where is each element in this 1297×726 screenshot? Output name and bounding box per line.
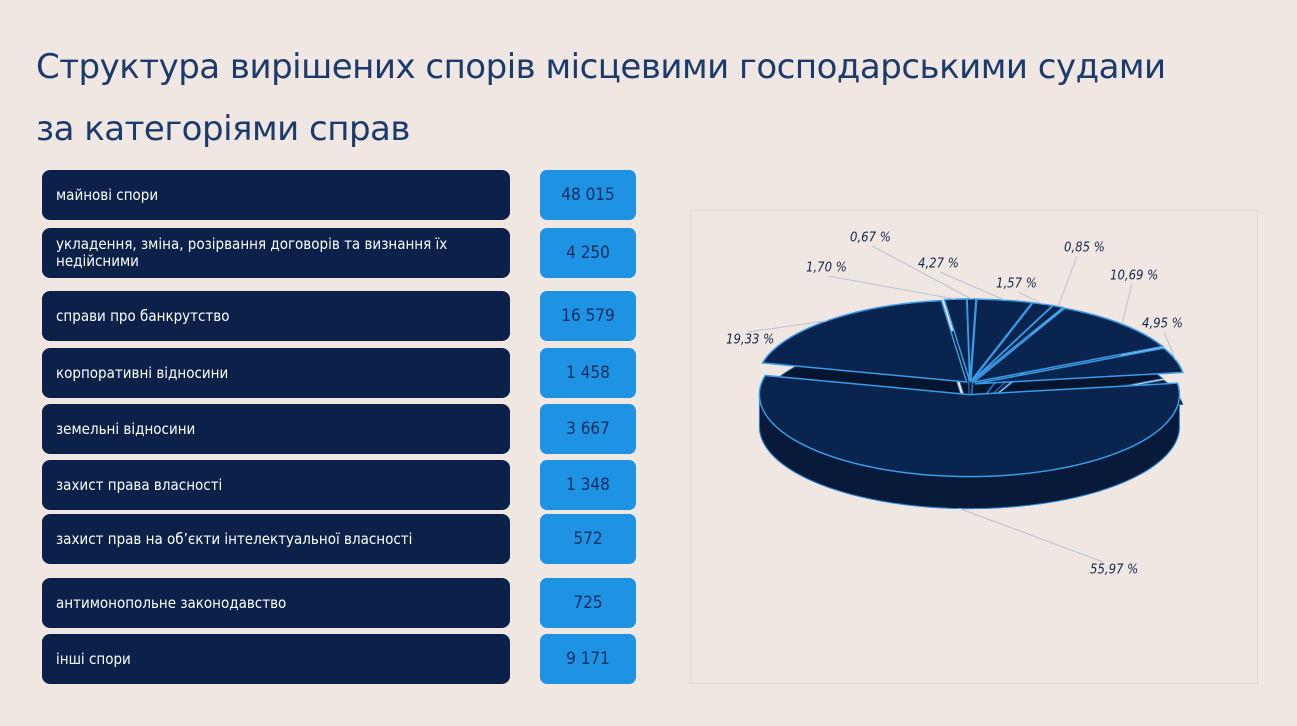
row-value: 9 171: [540, 634, 636, 684]
leader-line: [1163, 331, 1177, 361]
pie-label: 1,70 %: [806, 261, 847, 276]
row-value: 725: [540, 578, 636, 628]
leader-line: [747, 320, 828, 333]
row-value: 1 458: [540, 348, 636, 398]
row-value: 1 348: [540, 460, 636, 510]
table-row: укладення, зміна, розірвання договорів т…: [42, 228, 638, 278]
pie-label: 0,67 %: [850, 231, 891, 246]
pie-label: 19,33 %: [726, 333, 774, 348]
pie-label: 1,57 %: [996, 277, 1037, 292]
title: Структура вирішених спорів місцевими гос…: [36, 36, 1166, 160]
leader-line: [959, 508, 1104, 563]
row-value: 48 015: [540, 170, 636, 220]
row-label: земельні відносини: [42, 404, 510, 454]
leader-line: [871, 245, 972, 300]
row-label: інші спори: [42, 634, 510, 684]
leader-line: [1057, 255, 1078, 307]
row-value: 16 579: [540, 291, 636, 341]
row-label: захист права власності: [42, 460, 510, 510]
pie-slice: [969, 298, 1034, 384]
pie-slice: [971, 304, 1065, 382]
pie-slice: [974, 347, 1184, 385]
row-label: захист прав на об’єкти інтелектуальної в…: [42, 514, 510, 564]
row-label: майнові спори: [42, 170, 510, 220]
row-label: укладення, зміна, розірвання договорів т…: [42, 228, 510, 278]
table-row: майнові спори 48 015: [42, 170, 638, 220]
chart-panel: [690, 210, 1258, 684]
table-row: захист прав на об’єкти інтелектуальної в…: [42, 514, 638, 564]
table-row: антимонопольне законодавство 725: [42, 578, 638, 628]
leader-line: [1121, 283, 1133, 325]
pie-label: 4,27 %: [918, 257, 959, 272]
table-row: справи про банкрутство 16 579: [42, 291, 638, 341]
pie-label: 55,97 %: [1090, 563, 1138, 578]
leader-line: [1017, 291, 1044, 305]
row-label: справи про банкрутство: [42, 291, 510, 341]
title-line: за категоріями справ: [36, 109, 410, 149]
table-row: захист права власності 1 348: [42, 460, 638, 510]
pie-label: 4,95 %: [1142, 317, 1183, 332]
row-value: 4 250: [540, 228, 636, 278]
leader-line: [939, 271, 1005, 301]
pie-slice: [758, 374, 1181, 478]
row-label: корпоративні відносини: [42, 348, 510, 398]
row-label: антимонопольне законодавство: [42, 578, 510, 628]
table-row: корпоративні відносини 1 458: [42, 348, 638, 398]
table-row: інші спори 9 171: [42, 634, 638, 684]
leader-line: [827, 275, 956, 300]
pie-label: 10,69 %: [1110, 269, 1158, 284]
table-row: земельні відносини 3 667: [42, 404, 638, 454]
title-line: Структура вирішених спорів місцевими гос…: [36, 47, 1166, 87]
row-value: 3 667: [540, 404, 636, 454]
pie-label: 0,85 %: [1064, 241, 1105, 256]
row-value: 572: [540, 514, 636, 564]
